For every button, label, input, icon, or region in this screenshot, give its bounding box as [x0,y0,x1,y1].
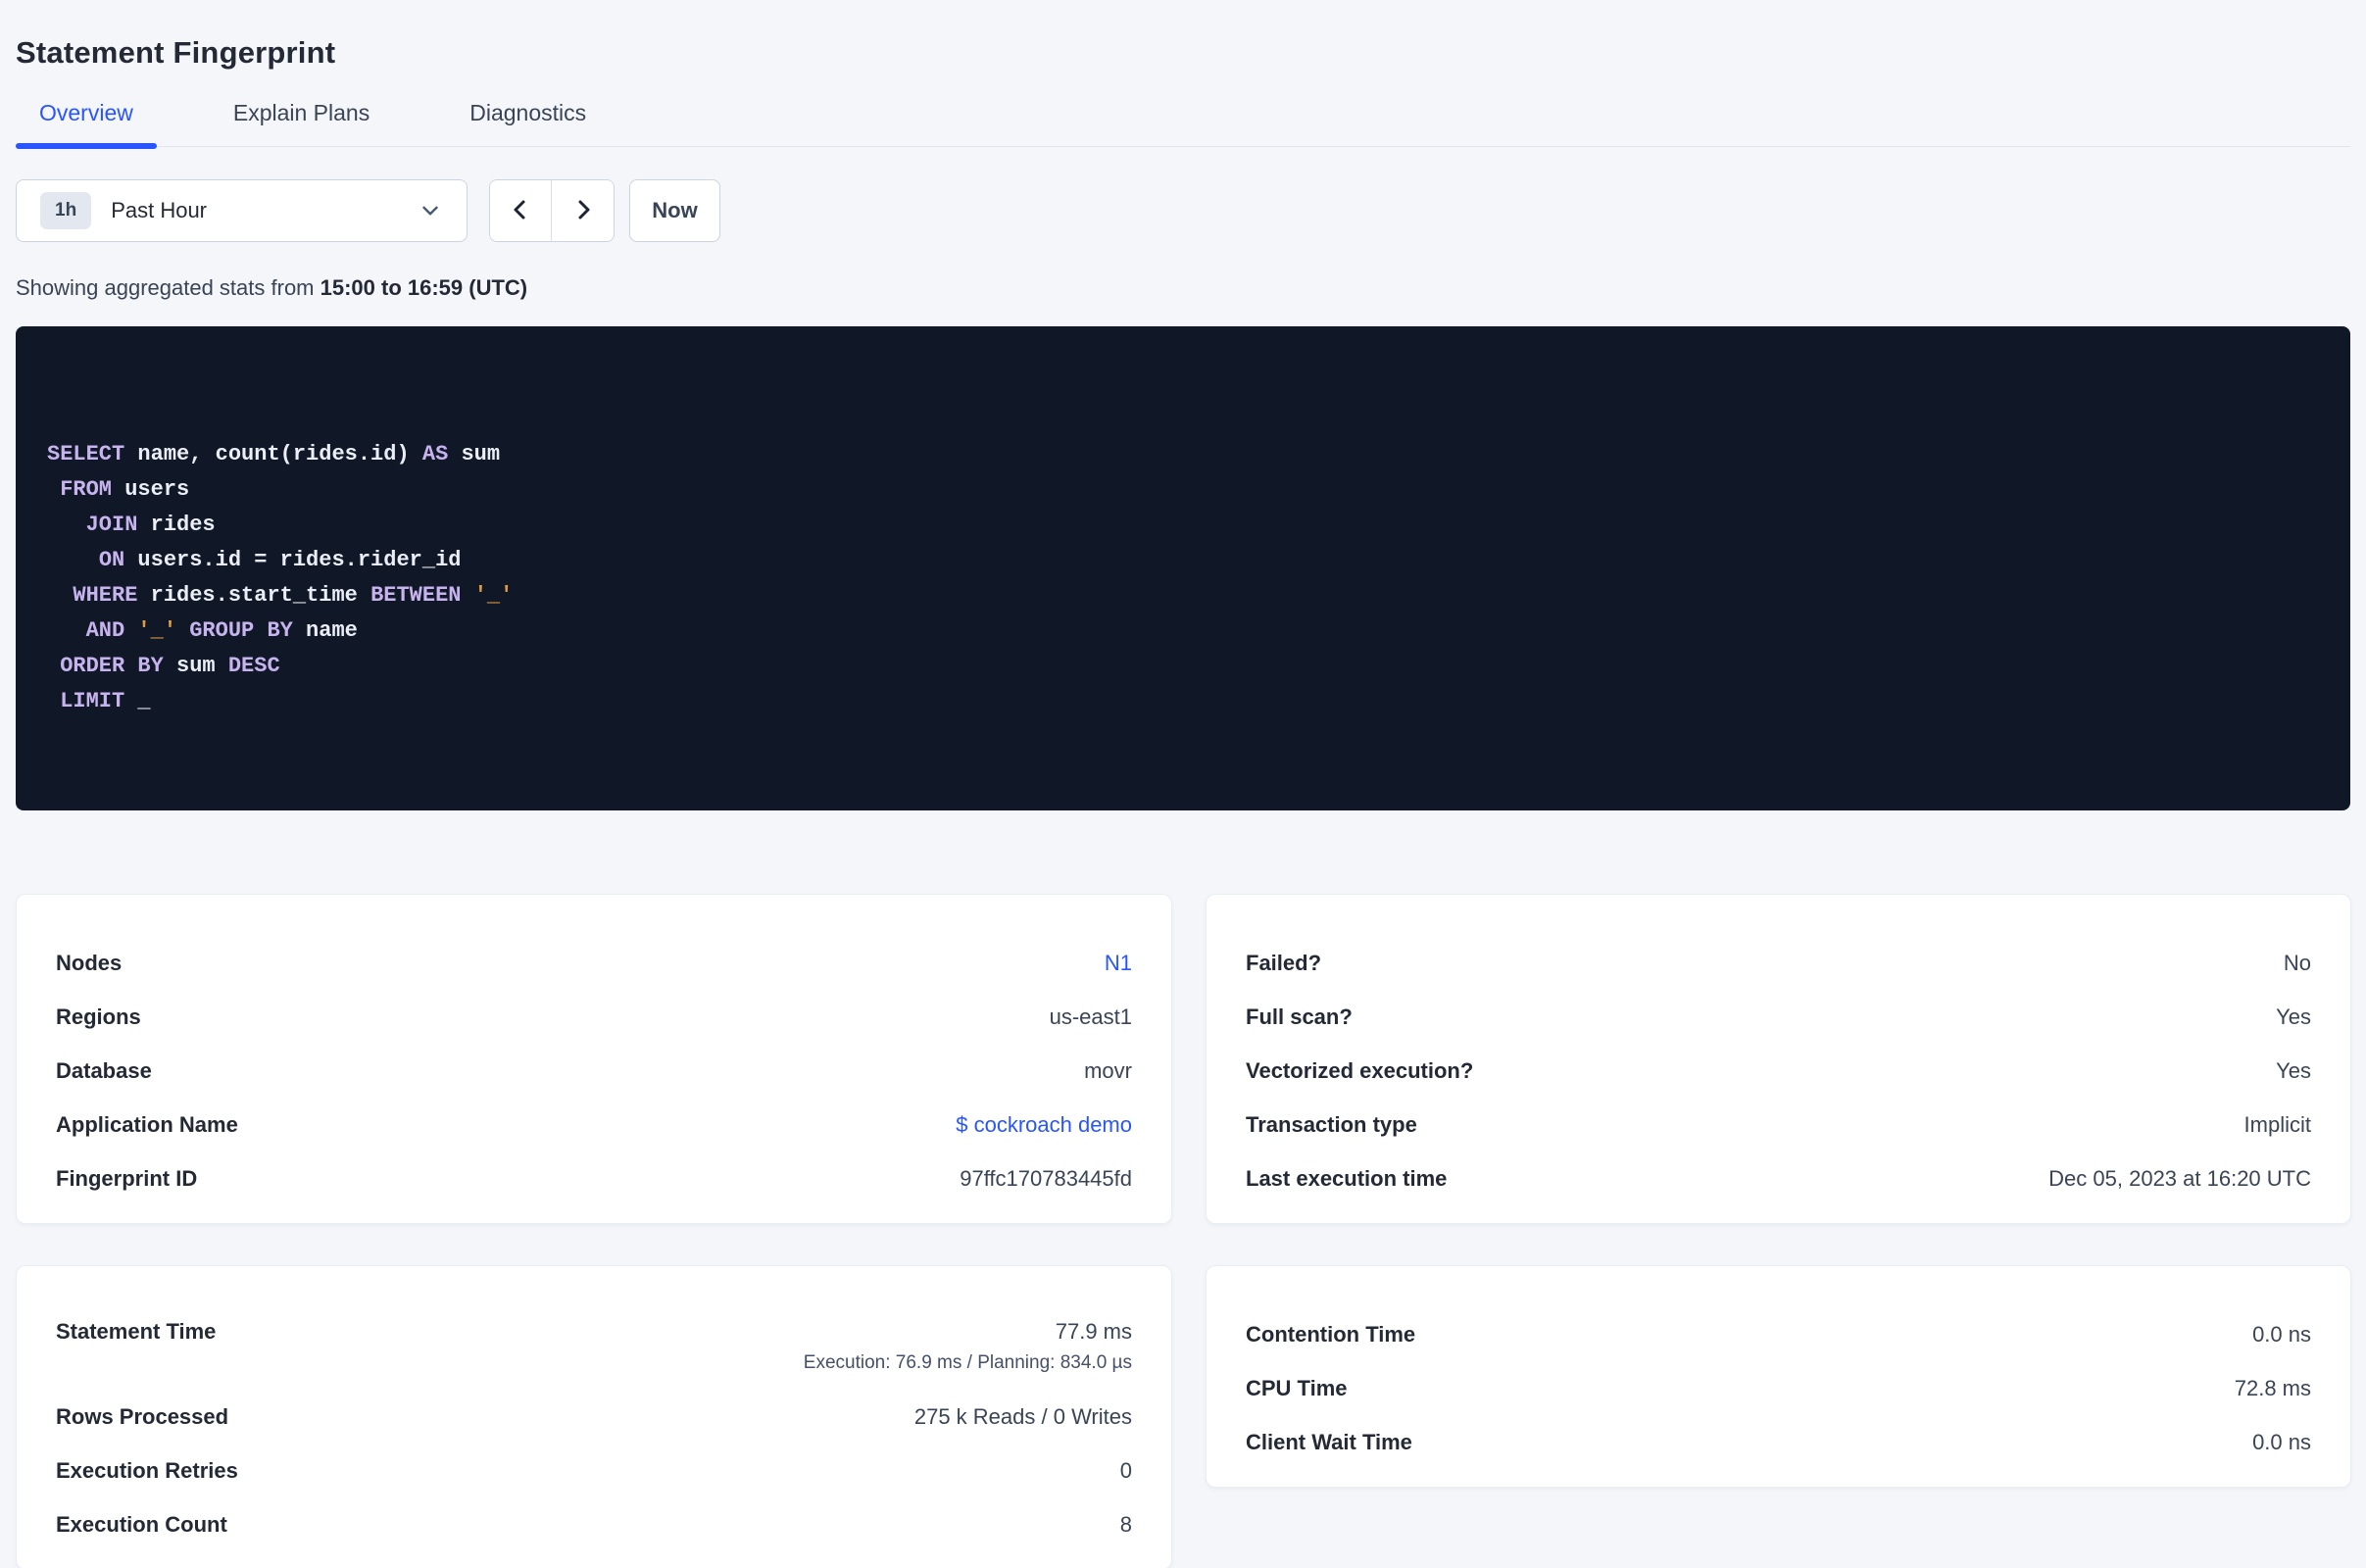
wait-timing-card: Contention Time 0.0 ns CPU Time 72.8 ms … [1206,1265,2351,1488]
table-row: Regions us-east1 [56,990,1132,1044]
next-interval-button[interactable] [552,180,614,241]
row-value: Yes [2276,1057,2311,1083]
time-range-select[interactable]: 1h Past Hour [16,179,468,242]
table-row: Rows Processed 275 k Reads / 0 Writes [56,1390,1132,1444]
sql-statement-box: SELECT name, count(rides.id) AS sum FROM… [16,326,2350,810]
time-range-label: Past Hour [111,198,208,222]
table-row: Execution Count 8 [56,1497,1132,1551]
page-title: Statement Fingerprint [16,35,336,70]
nodes-link[interactable]: N1 [1104,950,1132,975]
row-value: Yes [2276,1004,2311,1029]
now-button[interactable]: Now [629,179,720,242]
row-label: Statement Time [56,1319,217,1344]
row-value: Dec 05, 2023 at 16:20 UTC [2048,1165,2311,1191]
statement-timing-card: Statement Time 77.9 ms Execution: 76.9 m… [16,1265,1172,1568]
row-value: Implicit [2243,1111,2311,1137]
table-row: Statement Time 77.9 ms Execution: 76.9 m… [56,1307,1132,1390]
row-label: CPU Time [1246,1375,1348,1400]
aggregation-note-range: 15:00 to 16:59 (UTC) [320,275,528,300]
row-label: Regions [56,1004,141,1029]
row-label: Client Wait Time [1246,1429,1412,1454]
table-row: Vectorized execution? Yes [1246,1044,2311,1098]
previous-interval-button[interactable] [490,180,552,241]
row-label: Application Name [56,1111,238,1137]
row-value: us-east1 [1049,1004,1132,1029]
row-value: 97ffc170783445fd [960,1165,1132,1191]
row-label: Nodes [56,950,123,975]
time-controls: 1h Past Hour Now [16,179,2350,242]
row-label: Contention Time [1246,1321,1416,1347]
sql-code: SELECT name, count(rides.id) AS sum FROM… [47,442,514,713]
table-row: Transaction type Implicit [1246,1098,2311,1152]
row-label: Transaction type [1246,1111,1417,1137]
row-value: movr [1084,1057,1132,1083]
row-label: Execution Retries [56,1457,238,1483]
time-nav-group [489,179,615,242]
row-label: Rows Processed [56,1403,229,1429]
row-label: Failed? [1246,950,1322,975]
table-row: Last execution time Dec 05, 2023 at 16:2… [1246,1152,2311,1205]
row-label: Last execution time [1246,1165,1448,1191]
row-label: Database [56,1057,152,1083]
aggregation-note: Showing aggregated stats from 15:00 to 1… [16,275,2350,301]
table-row: Database movr [56,1044,1132,1098]
tab-explain-plans[interactable]: Explain Plans [210,100,393,146]
table-row: Fingerprint ID 97ffc170783445fd [56,1152,1132,1205]
row-value: 8 [1119,1511,1132,1537]
table-row: Application Name $ cockroach demo [56,1098,1132,1152]
row-value: 72.8 ms [2234,1375,2311,1400]
row-label: Fingerprint ID [56,1165,198,1191]
aggregation-note-prefix: Showing aggregated stats from [16,275,320,300]
table-row: Failed? No [1246,936,2311,990]
row-label: Full scan? [1246,1004,1353,1029]
table-row: Execution Retries 0 [56,1444,1132,1497]
details-cards: Nodes N1 Regions us-east1 Database movr … [16,894,2351,1224]
row-label: Execution Count [56,1511,227,1537]
time-range-badge: 1h [40,192,92,229]
tab-diagnostics[interactable]: Diagnostics [446,100,610,146]
chevron-right-icon [571,198,595,224]
table-row: Client Wait Time 0.0 ns [1246,1415,2311,1469]
statement-details-card: Nodes N1 Regions us-east1 Database movr … [16,894,1172,1224]
execution-attributes-card: Failed? No Full scan? Yes Vectorized exe… [1206,894,2351,1224]
row-value: 0 [1119,1457,1132,1483]
row-subvalue: Execution: 76.9 ms / Planning: 834.0 µs [803,1352,1132,1373]
timing-cards: Statement Time 77.9 ms Execution: 76.9 m… [16,1265,2351,1568]
tabbar: Overview Explain Plans Diagnostics [16,100,2350,149]
table-row: Contention Time 0.0 ns [1246,1307,2311,1361]
row-value: No [2283,950,2311,975]
row-value: 275 k Reads / 0 Writes [913,1403,1132,1429]
row-value: 0.0 ns [2252,1321,2311,1347]
application-name-link[interactable]: $ cockroach demo [956,1111,1132,1137]
tab-overview[interactable]: Overview [16,100,157,149]
chevron-down-icon [418,198,443,223]
table-row: Nodes N1 [56,936,1132,990]
row-value: 0.0 ns [2252,1429,2311,1454]
chevron-left-icon [509,198,532,224]
table-row: CPU Time 72.8 ms [1246,1361,2311,1415]
row-value: 77.9 ms [1055,1319,1132,1344]
table-row: Full scan? Yes [1246,990,2311,1044]
row-label: Vectorized execution? [1246,1057,1474,1083]
